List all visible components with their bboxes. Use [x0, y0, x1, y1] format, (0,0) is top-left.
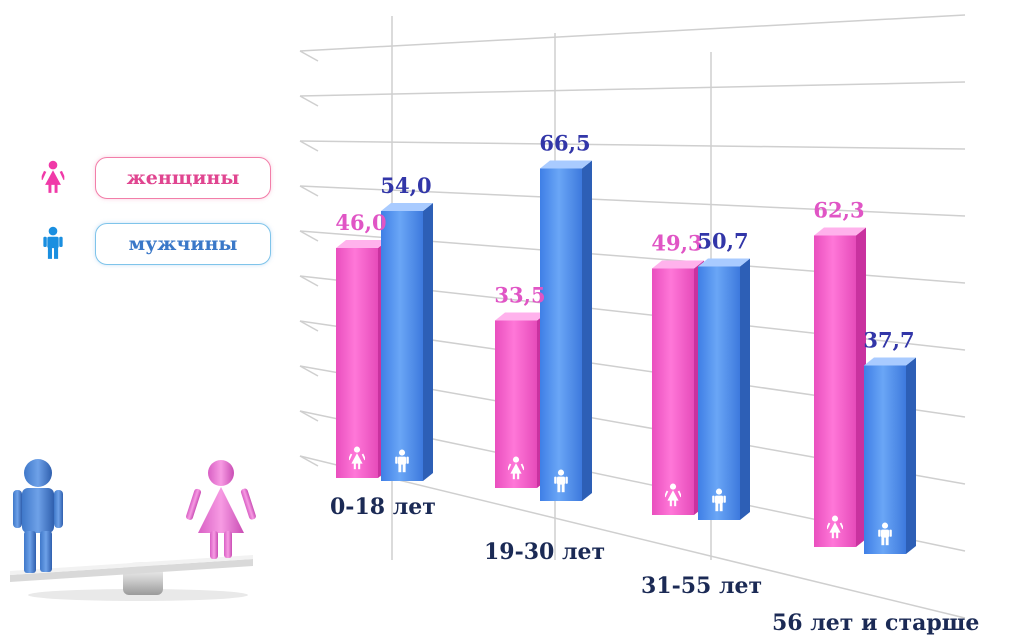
category-label-1: 19-30 лет: [484, 539, 606, 565]
category-label-3: 56 лет и старше: [772, 610, 980, 636]
value-label-women-1: 33,5: [494, 283, 545, 308]
grid-tick: [299, 185, 319, 197]
value-label-women-2: 49,3: [651, 231, 702, 256]
bar-men-3: [864, 357, 916, 554]
grid-tick: [299, 275, 319, 287]
value-label-women-3: 62,3: [813, 198, 864, 223]
bar-women-0: [336, 240, 388, 478]
grid-line: [299, 455, 966, 619]
gender-balance-scale-icon: [10, 459, 256, 601]
bar-men-1: [540, 160, 592, 501]
male-icon: [40, 226, 66, 260]
grid-line: [299, 185, 966, 217]
chart-bars: [336, 160, 916, 554]
grid-tick: [299, 50, 319, 62]
value-labels: 46,0 54,0 33,5 66,5 49,350,7 62,3 37,7: [335, 131, 914, 353]
legend-men-label: мужчины: [128, 233, 238, 255]
category-label-2: 31-55 лет: [641, 573, 763, 599]
value-label-men-0: 54,0: [380, 173, 431, 198]
grid-tick: [299, 365, 319, 377]
legend-men: мужчины: [95, 223, 271, 265]
value-label-men-3: 37,7: [863, 328, 914, 353]
grid-tick: [299, 455, 319, 467]
legend-women-label: женщины: [126, 167, 240, 189]
bar-women-1: [495, 312, 547, 488]
bar-men-0: [381, 203, 433, 481]
grid-tick: [299, 410, 319, 422]
grid-tick: [299, 320, 319, 332]
value-label-men-2: 50,7: [697, 229, 748, 254]
female-icon: [40, 160, 66, 194]
bar-women-3: [814, 227, 866, 547]
grid-tick: [299, 95, 319, 107]
value-label-men-1: 66,5: [539, 131, 590, 156]
legend-women: женщины: [95, 157, 271, 199]
grid-tick: [299, 230, 319, 242]
bar-women-2: [652, 260, 704, 515]
grid-tick: [299, 140, 319, 152]
grid-line: [299, 81, 966, 97]
grid-line: [299, 14, 966, 52]
bar-men-2: [698, 258, 750, 520]
grid-line: [299, 140, 966, 150]
value-label-women-0: 46,0: [335, 210, 386, 235]
category-label-0: 0-18 лет: [330, 494, 436, 520]
